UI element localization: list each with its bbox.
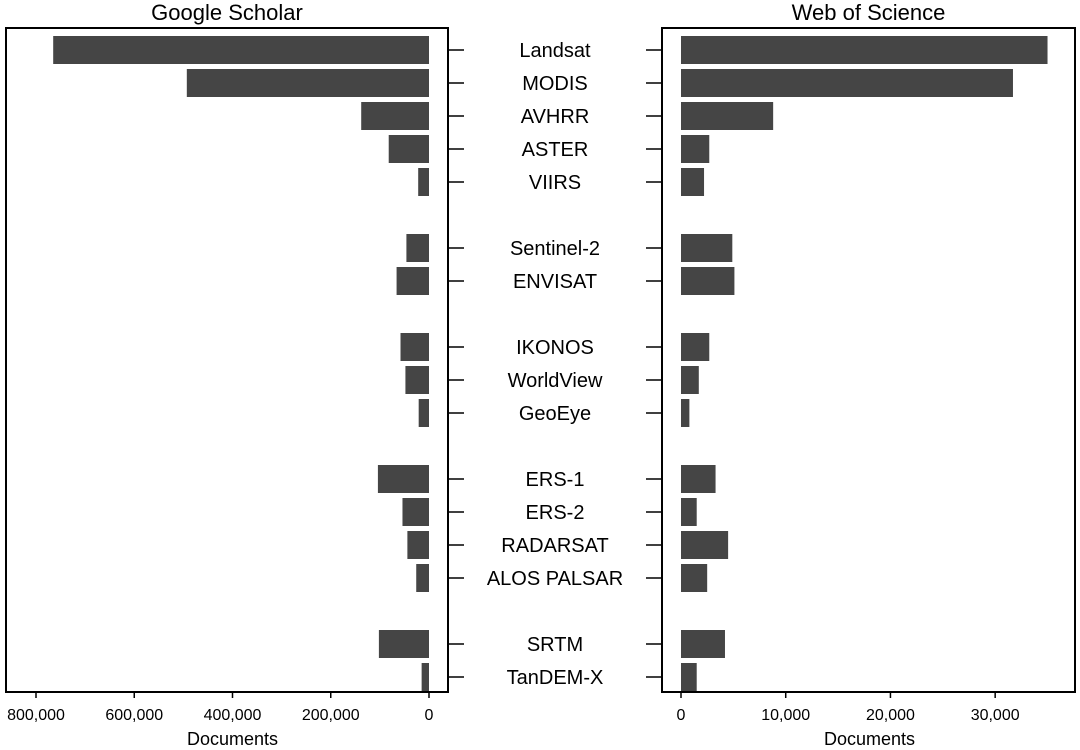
web-of-science-panel: Web of Science 0 10,000 20,000 30,000 Docum…: [661, 0, 1076, 749]
right-bar-envisat: [681, 267, 735, 295]
category-label-envisat: ENVISAT: [513, 271, 597, 293]
left-x-tick-label: 400,000: [204, 707, 262, 724]
right-bar-aster: [681, 135, 710, 163]
left-bar-geoeye: [418, 399, 429, 427]
category-label-ikonos: IKONOS: [516, 337, 594, 359]
right-bar-avhrr: [681, 102, 774, 130]
left-bar-envisat: [396, 267, 429, 295]
left-bar-ers-1: [377, 465, 429, 493]
left-bar-tandem-x: [421, 663, 429, 691]
google-scholar-x-axis-label: Documents: [187, 729, 278, 749]
category-label-modis: MODIS: [522, 73, 588, 95]
right-bar-ers-1: [681, 465, 716, 493]
right-x-tick-label: 30,000: [971, 707, 1020, 724]
google-scholar-title: Google Scholar: [151, 0, 303, 25]
web-of-science-x-ticks: 0 10,000 20,000 30,000: [677, 692, 1020, 724]
left-bar-modis: [186, 69, 429, 97]
category-label-ers-1: ERS-1: [526, 469, 585, 491]
left-bar-alos-palsar: [416, 564, 429, 592]
left-bar-sentinel-2: [406, 234, 429, 262]
category-label-geoeye: GeoEye: [519, 403, 591, 425]
category-label-alos-palsar: ALOS PALSAR: [487, 568, 623, 590]
right-bar-landsat: [681, 36, 1048, 64]
left-bar-radarsat: [407, 531, 429, 559]
left-bar-ers-2: [402, 498, 429, 526]
category-label-viirs: VIIRS: [529, 172, 581, 194]
left-bar-avhrr: [361, 102, 429, 130]
right-bar-srtm: [681, 630, 725, 658]
google-scholar-plot-frame: [5, 27, 449, 693]
category-label-ers-2: ERS-2: [526, 502, 585, 524]
web-of-science-title: Web of Science: [792, 0, 946, 25]
right-bar-viirs: [681, 168, 705, 196]
left-bar-viirs: [418, 168, 429, 196]
right-bar-worldview: [681, 366, 699, 394]
left-bar-aster: [388, 135, 429, 163]
left-x-tick-label: 600,000: [105, 707, 163, 724]
left-x-tick-label: 200,000: [302, 707, 360, 724]
right-bar-modis: [681, 69, 1013, 97]
right-bar-alos-palsar: [681, 564, 708, 592]
left-bar-ikonos: [400, 333, 429, 361]
category-label-landsat: Landsat: [519, 40, 591, 62]
category-label-srtm: SRTM: [527, 634, 583, 656]
right-bar-ers-2: [681, 498, 697, 526]
category-label-sentinel-2: Sentinel-2: [510, 238, 600, 260]
right-bar-tandem-x: [681, 663, 697, 691]
left-bar-landsat: [53, 36, 429, 64]
right-bar-ikonos: [681, 333, 710, 361]
left-bar-worldview: [405, 366, 429, 394]
category-label-aster: ASTER: [522, 139, 589, 161]
right-bar-radarsat: [681, 531, 729, 559]
web-of-science-bars: [681, 36, 1048, 691]
right-x-tick-label: 10,000: [761, 707, 810, 724]
web-of-science-x-axis-label: Documents: [824, 729, 915, 749]
category-labels: Landsat MODIS AVHRR ASTER VIIRS Sentinel-2 ENV…: [448, 40, 662, 689]
left-bar-srtm: [378, 630, 429, 658]
google-scholar-panel: Google Scholar 0 200,000 400,000 600,000 800…: [5, 0, 449, 749]
category-label-tandem-x: TanDEM-X: [507, 667, 604, 689]
google-scholar-bars: [53, 36, 429, 691]
google-scholar-x-ticks: 0 200,000 400,000 600,000 800,000: [7, 692, 434, 724]
category-label-worldview: WorldView: [508, 370, 603, 392]
left-x-tick-label: 0: [425, 707, 434, 724]
category-label-avhrr: AVHRR: [521, 106, 590, 128]
right-x-tick-label: 0: [677, 707, 686, 724]
right-bar-geoeye: [681, 399, 690, 427]
category-label-radarsat: RADARSAT: [501, 535, 608, 557]
right-x-tick-label: 20,000: [866, 707, 915, 724]
right-bar-sentinel-2: [681, 234, 733, 262]
web-of-science-plot-frame: [661, 27, 1076, 693]
left-x-tick-label: 800,000: [7, 707, 65, 724]
